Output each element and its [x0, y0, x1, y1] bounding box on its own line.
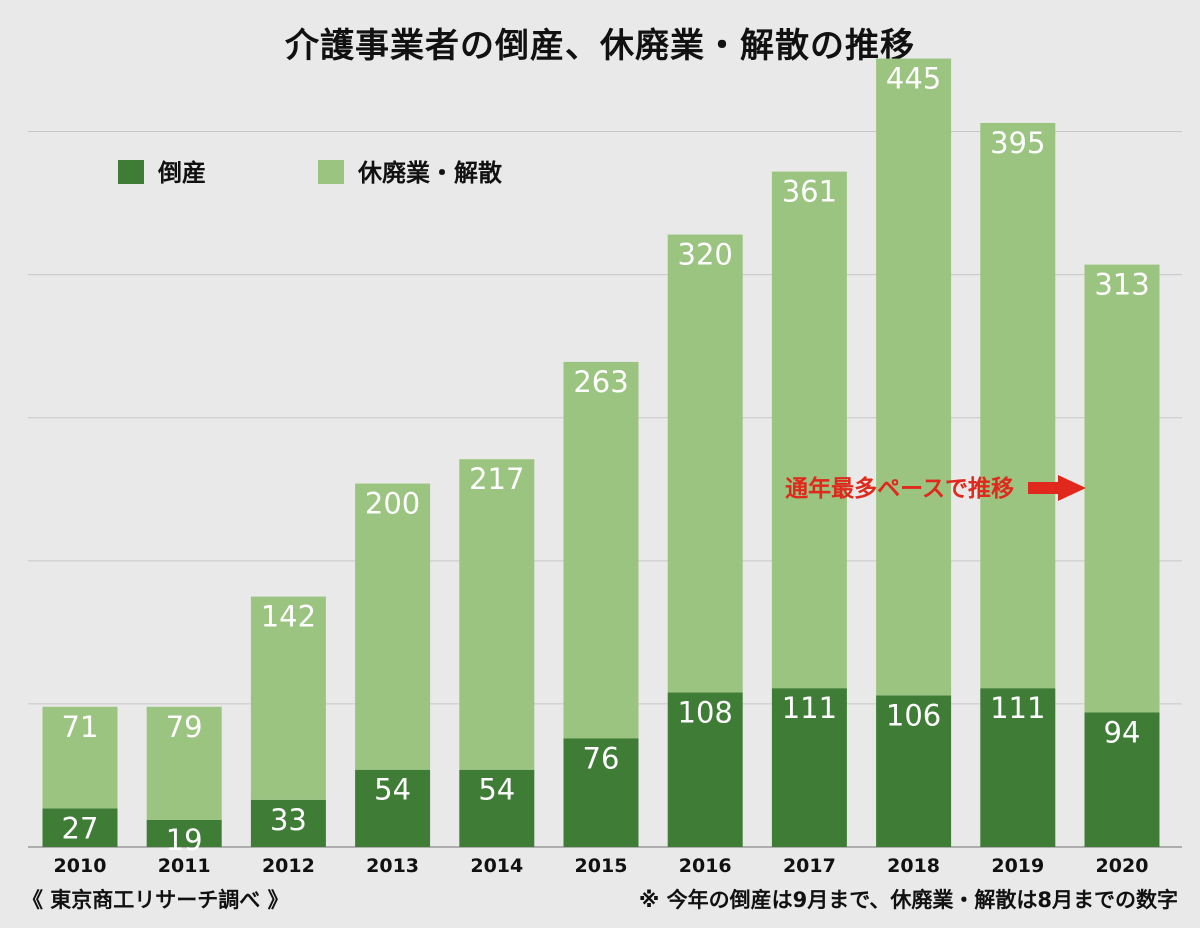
data-label-closure: 200: [365, 487, 420, 521]
bar-closure: [146, 706, 222, 820]
data-label-closure: 320: [678, 238, 733, 272]
x-tick-label: 2018: [887, 855, 940, 877]
data-label-bankruptcy: 111: [990, 691, 1045, 725]
bar-closure: [459, 459, 535, 770]
chart-title: 介護事業者の倒産、休廃業・解散の推移: [285, 26, 915, 66]
bar-closure: [563, 361, 639, 739]
data-label-closure: 361: [782, 175, 837, 209]
bar-bankruptcy: [459, 769, 535, 847]
data-label-closure: 445: [886, 62, 941, 96]
data-label-bankruptcy: 111: [782, 691, 837, 725]
data-label-closure: 395: [990, 126, 1045, 160]
x-tick-label: 2017: [783, 855, 836, 877]
bar-closure: [876, 58, 952, 696]
bar-bankruptcy: [250, 799, 326, 847]
bar-bankruptcy: [1084, 712, 1160, 847]
bar-bankruptcy: [980, 688, 1056, 847]
bar-closure: [980, 122, 1056, 689]
data-label-bankruptcy: 33: [270, 803, 307, 837]
source-note: 《 東京商工リサーチ調べ 》: [22, 888, 289, 912]
data-label-bankruptcy: 19: [166, 823, 203, 857]
legend-swatch-bankruptcy: [118, 160, 144, 184]
data-label-closure: 71: [62, 710, 99, 744]
annotation-text: 通年最多ペースで推移: [785, 475, 1014, 502]
bar-bankruptcy: [42, 808, 118, 847]
legend-swatch-closure: [318, 160, 344, 184]
annotation-arrow-head: [1058, 475, 1086, 501]
data-label-closure: 79: [166, 710, 203, 744]
x-tick-label: 2019: [991, 855, 1044, 877]
bar-bankruptcy: [563, 738, 639, 847]
bar-bankruptcy: [146, 819, 222, 847]
bar-closure: [771, 171, 847, 689]
bar-bankruptcy: [771, 688, 847, 847]
data-label-bankruptcy: 94: [1104, 715, 1141, 749]
bar-closure: [250, 596, 326, 800]
data-label-bankruptcy: 54: [478, 773, 515, 807]
bar-closure: [42, 706, 118, 809]
x-tick-label: 2013: [366, 855, 419, 877]
x-tick-label: 2011: [158, 855, 211, 877]
data-label-closure: 263: [573, 365, 628, 399]
data-label-bankruptcy: 108: [678, 695, 733, 729]
x-tick-label: 2010: [54, 855, 107, 877]
x-tick-label: 2014: [470, 855, 523, 877]
data-label-bankruptcy: 76: [583, 741, 620, 775]
bar-closure: [667, 234, 743, 693]
legend-label-closure: 休廃業・解散: [357, 159, 502, 187]
data-label-closure: 142: [261, 600, 316, 634]
bar-bankruptcy: [355, 769, 431, 847]
x-tick-label: 2020: [1096, 855, 1149, 877]
bar-bankruptcy: [876, 695, 952, 847]
legend-label-bankruptcy: 倒産: [157, 159, 206, 187]
bar-closure: [355, 483, 431, 770]
bar-closure: [1084, 264, 1160, 713]
data-label-bankruptcy: 54: [374, 773, 411, 807]
data-label-bankruptcy: 106: [886, 698, 941, 732]
data-label-closure: 313: [1094, 268, 1149, 302]
annotation-arrow-shaft: [1028, 482, 1060, 494]
data-label-bankruptcy: 27: [62, 811, 99, 845]
x-tick-label: 2015: [575, 855, 628, 877]
data-label-closure: 217: [469, 462, 524, 496]
footnote: ※ 今年の倒産は9月まで、休廃業・解散は8月までの数字: [638, 888, 1178, 912]
x-tick-label: 2012: [262, 855, 315, 877]
bar-bankruptcy: [667, 692, 743, 847]
x-tick-label: 2016: [679, 855, 732, 877]
